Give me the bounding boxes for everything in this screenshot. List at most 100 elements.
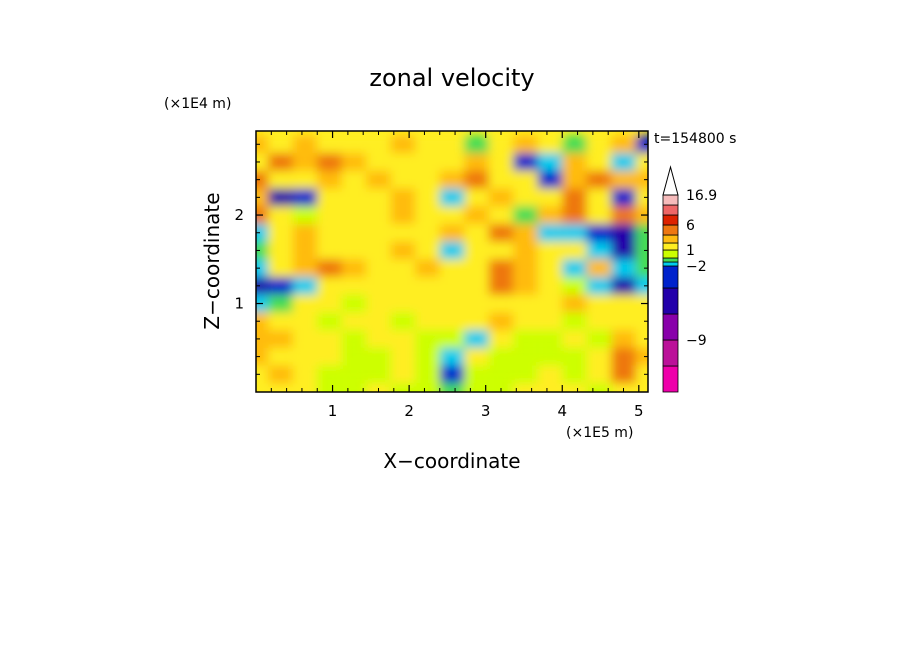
field-cell xyxy=(488,276,514,295)
field-cell xyxy=(439,312,465,331)
field-cell xyxy=(256,276,269,295)
field-cell xyxy=(415,135,440,154)
field-cell xyxy=(268,330,293,348)
x-tick-label: 4 xyxy=(557,402,567,420)
field-cell xyxy=(415,170,440,189)
field-cell xyxy=(256,347,269,366)
field-cell xyxy=(562,276,587,295)
x-tick-label: 5 xyxy=(634,402,644,420)
heatmap-field xyxy=(256,131,648,392)
field-cell xyxy=(562,383,587,392)
field-cell xyxy=(317,241,342,260)
field-cell xyxy=(439,223,465,242)
field-cell xyxy=(268,294,293,313)
field-cell xyxy=(292,312,318,331)
field-cell xyxy=(488,259,514,277)
field-cell xyxy=(390,188,416,207)
field-cell xyxy=(256,241,269,260)
field-cell xyxy=(635,170,648,189)
field-cell xyxy=(537,206,563,224)
field-cell xyxy=(635,383,648,392)
field-cell xyxy=(415,347,440,366)
field-cell xyxy=(366,383,391,392)
field-cell xyxy=(635,241,648,260)
field-cell xyxy=(611,241,636,260)
field-cell xyxy=(611,347,636,366)
field-cell xyxy=(292,259,318,277)
colorbar-tick-label: −9 xyxy=(686,333,707,349)
field-cell xyxy=(366,330,391,348)
field-cell xyxy=(415,241,440,260)
field-cell xyxy=(366,294,391,313)
field-cell xyxy=(562,206,587,224)
field-cell xyxy=(341,347,367,366)
field-cell xyxy=(562,135,587,154)
field-cell xyxy=(537,153,563,171)
field-cell xyxy=(586,347,612,366)
field-cell xyxy=(439,365,465,384)
field-cell xyxy=(464,330,489,348)
field-cell xyxy=(488,312,514,331)
field-cell xyxy=(317,223,342,242)
field-cell xyxy=(464,206,489,224)
field-cell xyxy=(513,170,538,189)
field-cell xyxy=(464,383,489,392)
field-cell xyxy=(366,347,391,366)
field-cell xyxy=(292,276,318,295)
field-cell xyxy=(366,312,391,331)
field-cell xyxy=(635,188,648,207)
field-cell xyxy=(415,330,440,348)
field-cell xyxy=(562,223,587,242)
field-cell xyxy=(366,365,391,384)
field-cell xyxy=(341,312,367,331)
colorbar-tick-label: 16.9 xyxy=(686,188,717,204)
field-cell xyxy=(513,206,538,224)
field-cell xyxy=(611,365,636,384)
field-cell xyxy=(488,170,514,189)
field-cell xyxy=(415,259,440,277)
field-cell xyxy=(562,259,587,277)
field-cell xyxy=(513,312,538,331)
field-cell xyxy=(366,170,391,189)
field-cell xyxy=(341,383,367,392)
field-cell xyxy=(611,153,636,171)
field-cell xyxy=(390,276,416,295)
field-cell xyxy=(390,241,416,260)
field-cell xyxy=(537,241,563,260)
field-cell xyxy=(562,365,587,384)
field-cell xyxy=(268,312,293,331)
field-cell xyxy=(415,312,440,331)
field-cell xyxy=(415,276,440,295)
field-cell xyxy=(390,347,416,366)
y-tick-label: 2 xyxy=(234,206,244,224)
field-cell xyxy=(513,330,538,348)
field-cell xyxy=(562,188,587,207)
field-cell xyxy=(292,188,318,207)
field-cell xyxy=(488,347,514,366)
y-tick-label: 1 xyxy=(234,295,244,313)
field-cell xyxy=(256,170,269,189)
field-cell xyxy=(513,153,538,171)
field-cell xyxy=(464,294,489,313)
field-cell xyxy=(292,383,318,392)
field-cell xyxy=(415,153,440,171)
field-cell xyxy=(611,188,636,207)
field-cell xyxy=(415,206,440,224)
field-cell xyxy=(586,223,612,242)
field-cell xyxy=(439,135,465,154)
field-cell xyxy=(464,365,489,384)
colorbar-band xyxy=(662,261,679,267)
field-cell xyxy=(268,223,293,242)
field-cell xyxy=(292,330,318,348)
field-cell xyxy=(513,241,538,260)
colorbar-band xyxy=(662,234,679,244)
field-cell xyxy=(586,206,612,224)
field-cell xyxy=(390,206,416,224)
colorbar-extend-arrow xyxy=(662,165,679,196)
field-cell xyxy=(439,294,465,313)
field-cell xyxy=(488,294,514,313)
x-axis-label: X−coordinate xyxy=(383,449,520,473)
colorbar-band xyxy=(662,194,679,206)
field-cell xyxy=(635,330,648,348)
